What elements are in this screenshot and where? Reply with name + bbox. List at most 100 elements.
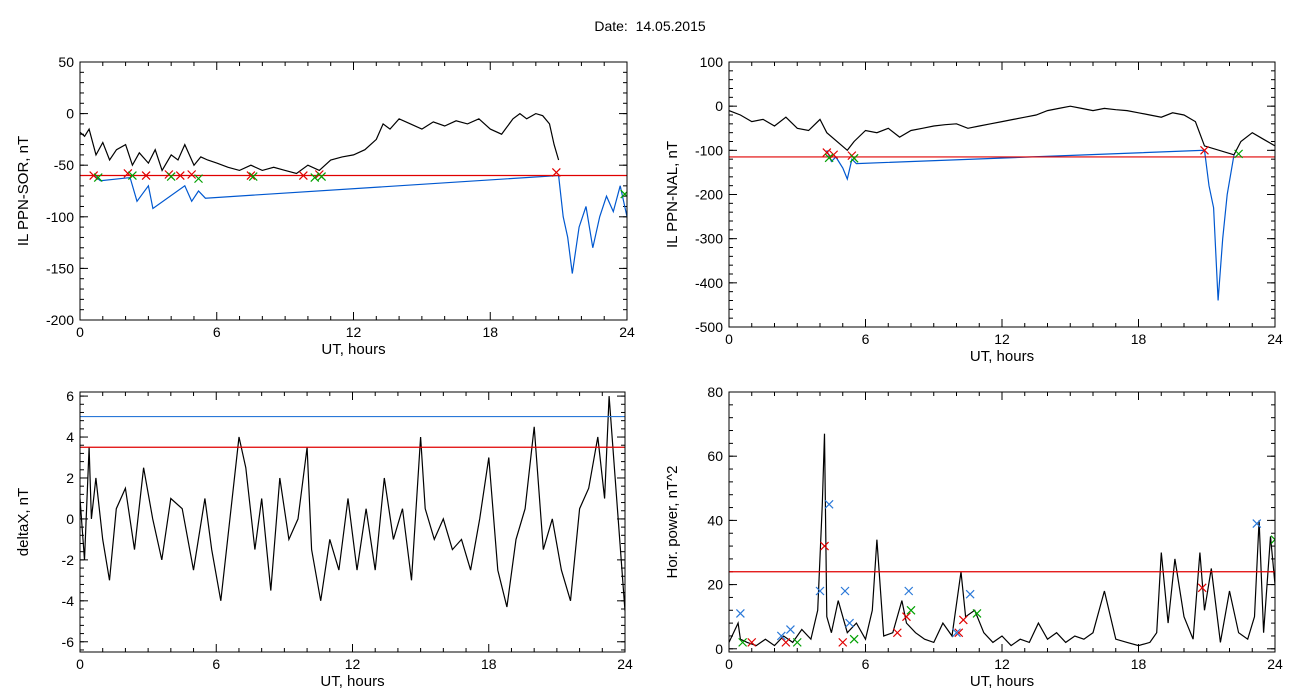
green-x-marker <box>972 609 982 618</box>
y-tick-label: -6 <box>62 634 75 650</box>
series-line-1 <box>729 105 1275 156</box>
y-tick-label: -100 <box>46 209 74 225</box>
green-x-marker <box>792 637 802 647</box>
x-tick-label: 18 <box>1131 656 1147 672</box>
x-tick-label: 6 <box>212 656 220 672</box>
y-tick-label: 50 <box>58 54 74 70</box>
plot-area <box>80 396 625 612</box>
date-label: Date: <box>594 18 628 34</box>
series-line-1 <box>80 396 625 612</box>
green-x-marker <box>738 637 748 647</box>
x-tick-label: 6 <box>862 656 870 672</box>
green-x-marker <box>849 634 859 644</box>
plot-frame <box>79 391 626 653</box>
y-tick-label: -500 <box>695 319 723 335</box>
x-tick-label: 0 <box>725 656 733 672</box>
x-tick-label: 24 <box>1267 331 1283 347</box>
x-tick-label: 12 <box>994 656 1010 672</box>
blue-x-marker <box>845 618 854 628</box>
y-tick-label: 0 <box>66 511 74 527</box>
red-x-marker <box>141 171 151 180</box>
plot-frame <box>728 391 1276 653</box>
blue-x-marker <box>904 586 914 596</box>
y-tick-label: 2 <box>66 470 74 486</box>
x-tick-label: 12 <box>994 331 1010 347</box>
y-tick-label: -400 <box>695 275 723 291</box>
y-tick-label: 0 <box>715 98 723 114</box>
blue-x-marker <box>735 609 745 618</box>
blue-x-marker <box>786 625 795 634</box>
series-line-2 <box>93 174 627 274</box>
green-x-marker <box>824 153 834 163</box>
page-title: Date: 14.05.2015 <box>0 18 1300 34</box>
chart-panel-hor-power: 0 6 12 18 24 80 60 40 20 0 UT, hours Hor. power, nT… <box>664 384 1283 690</box>
green-x-marker <box>166 172 176 181</box>
y-tick-label: 40 <box>707 512 723 528</box>
plot-frame <box>728 61 1276 328</box>
green-x-marker <box>620 189 627 199</box>
green-x-marker <box>127 171 137 180</box>
red-x-marker <box>175 171 185 180</box>
y-tick-label: 0 <box>715 641 723 657</box>
blue-x-marker <box>952 628 961 638</box>
y-axis-label: IL PPN-SOR, nT <box>15 136 32 246</box>
x-tick-label: 6 <box>862 331 870 347</box>
y-tick-label: -150 <box>46 260 74 276</box>
blue-x-marker <box>776 631 786 641</box>
x-tick-label: 24 <box>617 656 633 672</box>
x-tick-label: 18 <box>1131 331 1147 347</box>
x-tick-label: 0 <box>725 331 733 347</box>
x-tick-label: 18 <box>481 656 497 672</box>
y-tick-label: 0 <box>66 106 74 122</box>
chart-panel-deltax: 0 6 12 18 24 6 4 2 0 -2 -4 -6 UT, hours deltaX, nT <box>15 388 633 690</box>
x-axis-label: UT, hours <box>320 673 384 690</box>
x-tick-label: 0 <box>76 656 84 672</box>
y-tick-label: 80 <box>707 384 723 400</box>
y-tick-label: -200 <box>695 187 723 203</box>
red-x-marker <box>551 167 561 177</box>
y-tick-label: -2 <box>62 552 75 568</box>
blue-x-marker <box>840 586 850 596</box>
plot-area <box>729 105 1275 301</box>
green-x-marker <box>317 172 327 181</box>
red-x-marker <box>954 628 964 638</box>
red-x-marker <box>838 637 848 647</box>
blue-x-marker <box>965 589 975 599</box>
y-tick-label: -100 <box>695 142 723 158</box>
red-x-marker <box>829 150 839 160</box>
y-tick-label: 20 <box>707 577 723 593</box>
x-tick-label: 6 <box>213 324 221 340</box>
series-line-1 <box>729 433 1275 647</box>
green-x-marker <box>93 173 103 183</box>
series-line-1 <box>80 112 560 175</box>
chart-panel-il-ppn-nal: 0 6 12 18 24 100 0 -100 -200 -300 -400 -500 UT, hour… <box>664 54 1283 365</box>
y-axis-label: Hor. power, nT^2 <box>664 466 681 579</box>
red-x-marker <box>902 612 911 622</box>
green-x-marker <box>248 172 258 181</box>
x-tick-label: 12 <box>345 656 361 672</box>
x-tick-label: 24 <box>619 324 635 340</box>
y-tick-label: -50 <box>54 157 74 173</box>
red-x-marker <box>958 615 968 625</box>
blue-x-marker <box>815 586 825 596</box>
y-axis-label: deltaX, nT <box>15 488 32 556</box>
red-x-marker <box>781 637 791 647</box>
series-line-2 <box>826 149 1235 301</box>
plot-area <box>80 112 627 274</box>
y-tick-label: 4 <box>66 429 74 445</box>
y-tick-label: 6 <box>66 388 74 404</box>
green-x-marker <box>1270 535 1275 545</box>
red-x-marker <box>1200 145 1209 155</box>
green-x-marker <box>194 174 203 184</box>
blue-x-marker <box>824 499 834 509</box>
x-tick-label: 18 <box>482 324 498 340</box>
y-tick-label: -300 <box>695 231 723 247</box>
red-x-marker <box>89 171 99 180</box>
chart-panel-il-ppn-sor: 0 6 12 18 24 50 0 -50 -100 -150 -200 UT, hours IL PP… <box>15 54 635 358</box>
y-tick-label: -4 <box>62 593 75 609</box>
green-x-marker <box>1234 149 1244 159</box>
plot-area <box>729 433 1275 647</box>
x-axis-label: UT, hours <box>321 341 385 358</box>
y-axis-label: IL PPN-NAL, nT <box>664 141 681 248</box>
